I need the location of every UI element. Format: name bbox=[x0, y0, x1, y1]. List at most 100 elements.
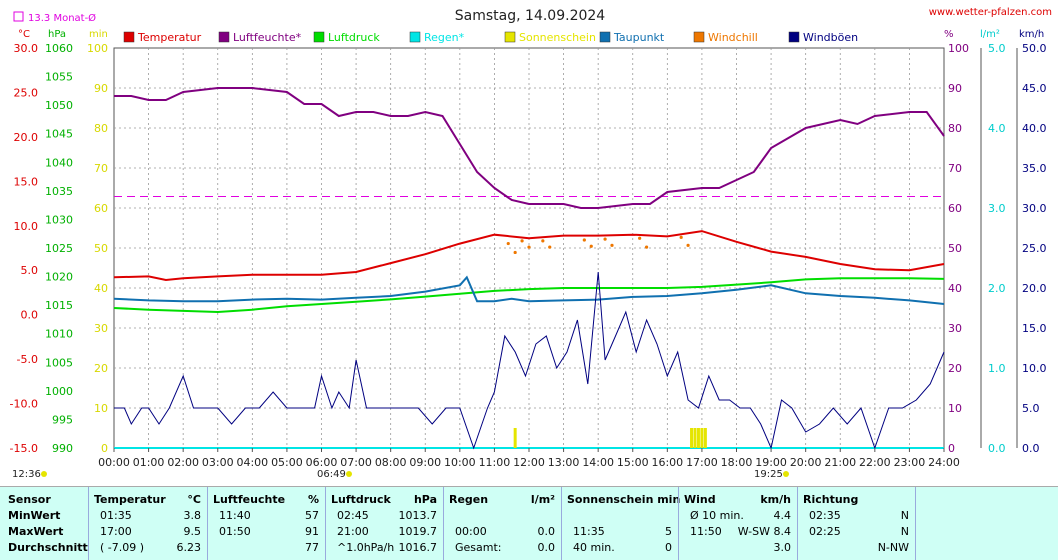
table-cell-time: 02:45 bbox=[337, 509, 369, 522]
table-column-divider bbox=[88, 487, 89, 560]
table-cell-value: 1013.7 bbox=[398, 509, 438, 522]
table-row-label: MaxWert bbox=[8, 525, 64, 538]
table-header: Temperatur bbox=[94, 493, 166, 506]
legend-label: Luftfeuchte* bbox=[233, 31, 302, 44]
unit-press: hPa bbox=[48, 29, 66, 40]
rain-tick-label: 0.0 bbox=[988, 442, 1006, 455]
unit-min: min bbox=[89, 29, 108, 40]
table-cell-time: 11:40 bbox=[219, 509, 251, 522]
sunshine-bar bbox=[696, 428, 700, 448]
table-cell-value: 0 bbox=[665, 541, 672, 554]
table-cell-time: 11:35 bbox=[573, 525, 605, 538]
table-header-unit: °C bbox=[187, 493, 201, 506]
table-cell-time: 21:00 bbox=[337, 525, 369, 538]
temperatur-line bbox=[113, 230, 945, 282]
legend-label: Windchill bbox=[708, 31, 758, 44]
table-cell-time: 11:50 bbox=[690, 525, 722, 538]
windchill-point bbox=[638, 236, 642, 240]
x-tick-label: 12:00 bbox=[513, 456, 545, 469]
table-header-unit: l/m² bbox=[530, 493, 555, 506]
table-cell-time: 40 min. bbox=[573, 541, 615, 554]
wind-tick-label: 0.0 bbox=[1022, 442, 1040, 455]
legend-swatch bbox=[409, 31, 421, 43]
table-header-unit: km/h bbox=[760, 493, 791, 506]
pct-tick-label: 60 bbox=[948, 202, 962, 215]
press-tick-label: 1015 bbox=[45, 299, 73, 312]
temp-tick-label: -10.0 bbox=[10, 398, 38, 411]
windchill-point bbox=[520, 239, 524, 243]
pct-tick-label: 40 bbox=[948, 282, 962, 295]
temp-tick-label: 5.0 bbox=[21, 264, 39, 277]
temp-tick-label: -5.0 bbox=[17, 353, 38, 366]
rain-tick-label: 2.0 bbox=[988, 282, 1006, 295]
table-cell-time: 02:25 bbox=[809, 525, 841, 538]
table-cell-value: 77 bbox=[305, 541, 319, 554]
unit-rain: l/m² bbox=[980, 29, 1000, 40]
windchill-point bbox=[589, 244, 593, 248]
x-tick-label: 21:00 bbox=[824, 456, 856, 469]
min-tick-label: 10 bbox=[94, 402, 108, 415]
weather-chart: 30.0 25.0 20.0 15.0 10.0 5.0 0.0 -5.0 -10.0 -15.0… bbox=[9, 7, 1052, 480]
press-tick-label: 1040 bbox=[45, 156, 73, 169]
table-cell-time: 00:00 bbox=[455, 525, 487, 538]
x-tick-label: 09:00 bbox=[409, 456, 441, 469]
temp-tick-label: 25.0 bbox=[14, 86, 39, 99]
statistics-table: Sensor MinWert MaxWert Durchschnitt Temperat… bbox=[0, 486, 1058, 560]
pct-tick-label: 0 bbox=[948, 442, 955, 455]
table-header-unit: hPa bbox=[413, 493, 437, 506]
table-cell-value: 0.0 bbox=[537, 541, 556, 554]
min-tick-label: 40 bbox=[94, 282, 108, 295]
windchill-point bbox=[679, 235, 683, 239]
x-tick-label: 02:00 bbox=[167, 456, 199, 469]
table-row-label: MinWert bbox=[8, 509, 61, 522]
table-header: Wind bbox=[684, 493, 716, 506]
legend-swatch bbox=[313, 31, 325, 43]
table-column-divider bbox=[443, 487, 444, 560]
legend-swatch bbox=[693, 31, 705, 43]
table-column-divider bbox=[561, 487, 562, 560]
press-tick-label: 1025 bbox=[45, 242, 73, 255]
sunshine-bar bbox=[513, 428, 517, 448]
x-tick-label: 05:00 bbox=[271, 456, 303, 469]
legend-label: Windböen bbox=[803, 31, 858, 44]
windchill-point bbox=[644, 245, 649, 249]
windchill-point bbox=[686, 243, 690, 247]
table-cell-time: 17:00 bbox=[100, 525, 132, 538]
min-tick-label: 20 bbox=[94, 362, 108, 375]
x-tick-label: 24:00 bbox=[928, 456, 960, 469]
legend-label: Regen* bbox=[424, 31, 465, 44]
sunshine-bar bbox=[693, 428, 697, 448]
unit-temp: °C bbox=[18, 29, 30, 40]
table-cell-value: N bbox=[900, 525, 909, 538]
unit-pct: % bbox=[944, 29, 954, 40]
legend-swatch bbox=[218, 31, 230, 43]
min-tick-label: 50 bbox=[94, 242, 108, 255]
press-tick-label: 1055 bbox=[45, 71, 73, 84]
x-tick-label: 17:00 bbox=[686, 456, 718, 469]
table-column-divider bbox=[915, 487, 916, 560]
legend-label: Taupunkt bbox=[613, 31, 665, 44]
pct-tick-label: 100 bbox=[948, 42, 969, 55]
pct-tick-label: 70 bbox=[948, 162, 962, 175]
legend: Temperatur Luftfeuchte* Luftdruck Regen* Son… bbox=[123, 31, 858, 44]
windchill-point bbox=[513, 250, 517, 255]
table-cell-time: 01:50 bbox=[219, 525, 251, 538]
table-column-divider bbox=[678, 487, 679, 560]
table-header: Richtung bbox=[803, 493, 859, 506]
temp-tick-label: 15.0 bbox=[14, 175, 39, 188]
table-cell-time: 02:35 bbox=[809, 509, 841, 522]
table-cell-value: 3.8 bbox=[183, 509, 202, 522]
unit-wind: km/h bbox=[1019, 29, 1044, 40]
min-tick-label: 90 bbox=[94, 82, 108, 95]
x-tick-label: 22:00 bbox=[859, 456, 891, 469]
table-cell-time: Ø 10 min. bbox=[690, 509, 744, 522]
table-cell-value: 1019.7 bbox=[398, 525, 438, 538]
monthavg-swatch bbox=[13, 11, 24, 22]
pct-tick-label: 30 bbox=[948, 322, 962, 335]
x-tick-label: 06:00 bbox=[306, 456, 338, 469]
x-tick-label: 07:00 bbox=[340, 456, 372, 469]
x-tick-label: 19:00 bbox=[755, 456, 787, 469]
x-tick-label: 16:00 bbox=[651, 456, 683, 469]
x-tick-label: 01:00 bbox=[133, 456, 165, 469]
table-cell-value: 0.0 bbox=[537, 525, 556, 538]
